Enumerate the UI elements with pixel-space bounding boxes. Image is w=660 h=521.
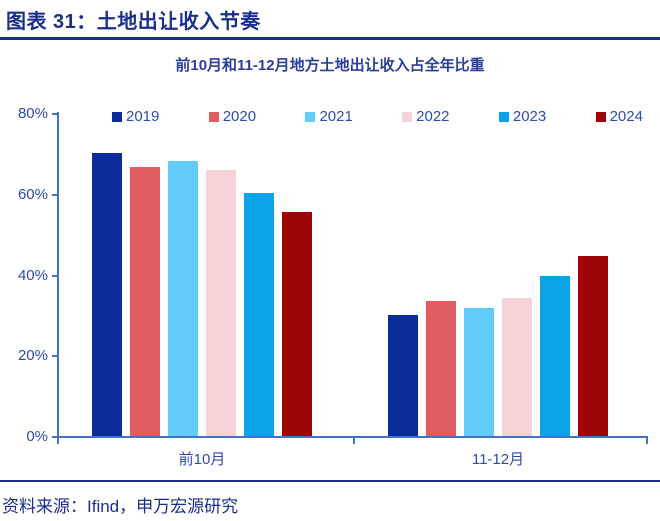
y-axis-tick-label: 60%	[17, 185, 48, 203]
x-axis-line	[57, 436, 648, 438]
bar-2019-前10月	[92, 153, 122, 436]
legend-label: 2021	[319, 108, 353, 125]
x-axis-category-label: 11-12月	[471, 451, 525, 468]
legend-swatch-icon	[208, 111, 219, 122]
bar-2024-前10月	[282, 212, 312, 436]
legend-item-2024: 2024	[595, 108, 643, 125]
chart-subtitle: 前10月和11-12月地方土地出让收入占全年比重	[175, 57, 485, 74]
y-axis-tick-label: 20%	[17, 347, 48, 365]
bar-2023-前10月	[244, 192, 274, 436]
y-axis-tick	[52, 436, 57, 438]
legend-label: 2020	[222, 108, 257, 125]
legend-swatch-icon	[112, 111, 122, 122]
legend-item-2021: 2021	[305, 108, 353, 125]
bar-2019-11-12月	[388, 314, 418, 436]
y-axis-tick	[52, 113, 57, 115]
bar-2020-11-12月	[426, 301, 456, 436]
legend-label: 2019	[126, 108, 160, 125]
y-axis-line	[57, 112, 59, 438]
chart-legend: 2019 2020 2021 2022 2023 2024	[112, 108, 643, 125]
y-axis-tick	[52, 355, 57, 358]
legend-swatch-icon	[305, 111, 316, 122]
bar-2023-11-12月	[540, 275, 570, 436]
footer-divider	[0, 480, 660, 482]
bar-2020-前10月	[130, 167, 160, 436]
x-axis-category-label: 前10月	[178, 451, 226, 468]
bar-2024-11-12月	[578, 255, 608, 436]
y-axis-tick-label: 0%	[26, 428, 48, 445]
legend-swatch-icon	[498, 111, 509, 122]
x-axis-tick	[352, 438, 355, 444]
bar-2022-前10月	[206, 169, 236, 436]
legend-item-2022: 2022	[402, 108, 450, 125]
x-axis-tick	[646, 438, 648, 444]
x-axis-tick	[57, 438, 59, 444]
figure-title: 图表 31：土地出让收入节奏	[6, 11, 261, 33]
legend-label: 2022	[416, 108, 450, 125]
legend-item-2020: 2020	[208, 108, 257, 125]
legend-item-2019: 2019	[112, 108, 159, 125]
legend-label: 2023	[512, 108, 547, 125]
title-divider	[0, 37, 660, 40]
bar-2022-11-12月	[502, 298, 532, 436]
legend-item-2023: 2023	[498, 108, 547, 125]
bar-2021-前10月	[168, 160, 198, 436]
legend-swatch-icon	[402, 111, 413, 122]
bar-2021-11-12月	[464, 307, 494, 436]
y-axis-tick	[52, 193, 57, 196]
legend-swatch-icon	[595, 111, 606, 122]
y-axis-tick-label: 40%	[17, 266, 48, 284]
y-axis-tick-label: 80%	[17, 105, 48, 122]
y-axis-tick	[52, 274, 57, 277]
source-note: 资料来源：Ifind，申万宏源研究	[2, 497, 239, 516]
legend-label: 2024	[609, 108, 643, 125]
